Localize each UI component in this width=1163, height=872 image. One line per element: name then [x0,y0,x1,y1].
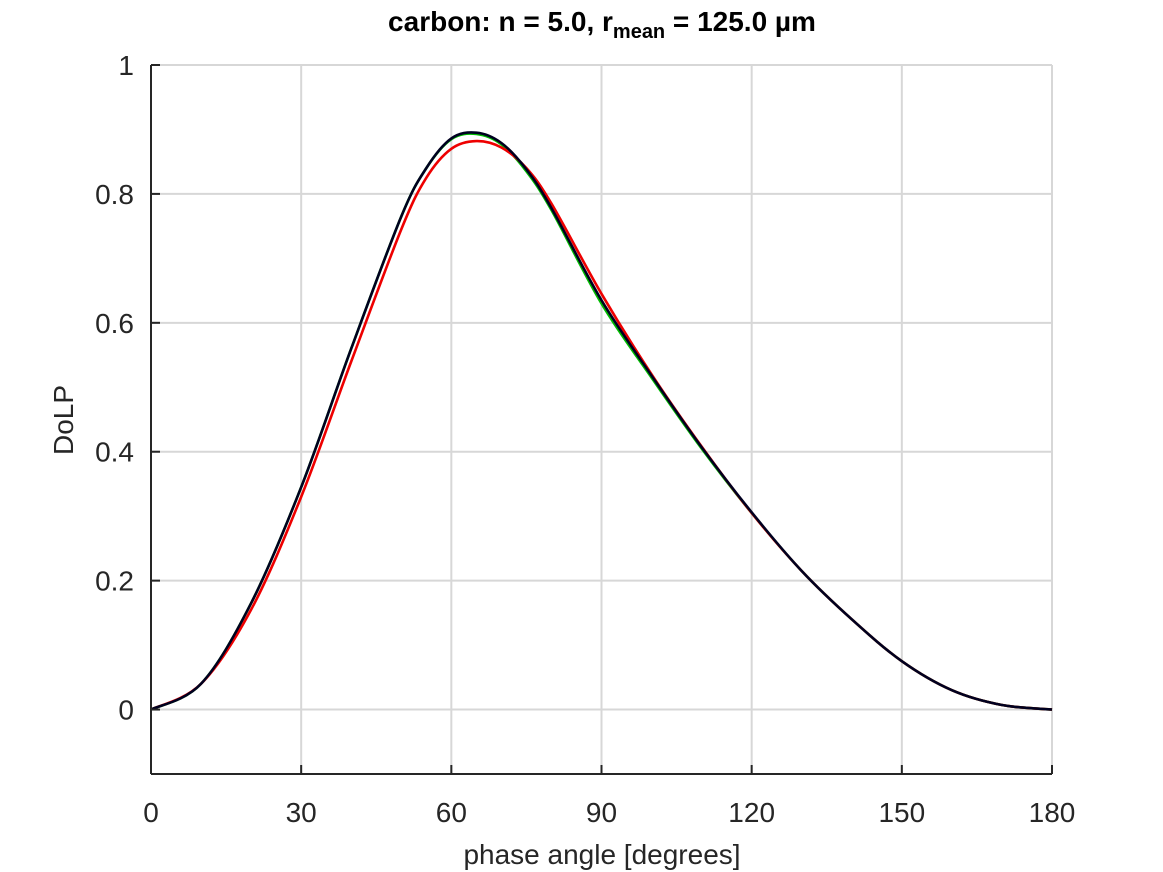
y-axis-label: DoLP [48,385,79,455]
y-tick-label: 0.4 [95,437,134,468]
series-layer [150,131,1053,711]
grid-layer [151,64,1053,774]
x-tick-label: 60 [436,797,467,828]
series-line-black [150,131,1053,711]
x-tick-label: 90 [586,797,617,828]
y-tick-label: 0.2 [95,566,134,597]
x-tick-label: 30 [286,797,317,828]
x-tick-label: 150 [878,797,925,828]
x-tick-label: 0 [143,797,159,828]
x-tick-label: 120 [728,797,775,828]
y-tick-label: 0.6 [95,308,134,339]
chart-title-subscript: mean [613,21,665,43]
y-tick-label: 0.8 [95,179,134,210]
chart-title-main: carbon: n = 5.0, r [388,6,613,37]
chart-title-tail: = 125.0 µm [665,6,816,37]
ticks-layer: 0 30 60 90 120 150 180 0 0.2 0.4 0.6 0.8 1 [95,50,1075,828]
chart-title: carbon: n = 5.0, rmean = 125.0 µm [388,6,816,43]
x-axis-label: phase angle [degrees] [463,839,740,870]
y-tick-label: 0 [118,695,134,726]
x-tick-label: 180 [1029,797,1076,828]
y-tick-label: 1 [118,50,134,81]
